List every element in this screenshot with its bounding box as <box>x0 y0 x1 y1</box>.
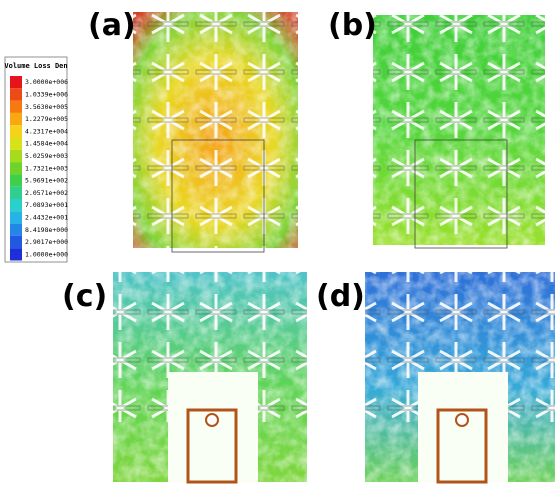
legend-swatch <box>10 211 22 223</box>
legend-swatch <box>10 174 22 186</box>
legend-swatch <box>10 125 22 137</box>
legend-label: 5.0259e+003 <box>25 152 68 160</box>
legend-swatch <box>10 88 22 100</box>
legend-swatch <box>10 162 22 174</box>
feed-hole <box>206 414 218 426</box>
legend-label: 8.4198e+000 <box>25 226 68 234</box>
panel-c: (c) <box>62 272 307 482</box>
structure <box>373 15 545 245</box>
cavity <box>418 372 508 482</box>
panel-label: (a) <box>88 8 136 43</box>
legend-label: 2.9017e+000 <box>25 238 68 246</box>
legend-label: 1.2279e+005 <box>25 115 68 123</box>
panel-label: (c) <box>62 279 107 314</box>
panel-label: (d) <box>316 279 365 314</box>
legend-swatch <box>10 187 22 199</box>
legend-label: 1.0339e+006 <box>25 90 68 98</box>
structure <box>133 12 298 248</box>
legend-label: 3.0000e+006 <box>25 78 68 86</box>
legend-swatch <box>10 101 22 113</box>
legend-title: Volume Loss Den <box>4 62 67 70</box>
legend-swatch <box>10 248 22 260</box>
panel-label: (b) <box>328 8 377 43</box>
panel-a: (a) <box>88 8 298 252</box>
legend-label: 7.0893e+001 <box>25 201 68 209</box>
legend-label: 2.0571e+002 <box>25 189 68 197</box>
legend-swatch <box>10 150 22 162</box>
legend-label: 2.4432e+001 <box>25 213 68 221</box>
legend-swatch <box>10 199 22 211</box>
legend-swatch <box>10 236 22 248</box>
legend-label: 1.7321e+003 <box>25 164 68 172</box>
legend: Volume Loss Den 3.0000e+006 1.0339e+006 3.… <box>4 57 68 262</box>
legend-swatch <box>10 224 22 236</box>
legend-label: 1.0000e+000 <box>25 250 68 258</box>
feed-hole <box>456 414 468 426</box>
cavity <box>168 372 258 482</box>
panel-b: (b) <box>328 8 545 248</box>
panel-d: (d) <box>316 272 555 482</box>
legend-label: 1.4584e+004 <box>25 140 68 148</box>
legend-label: 3.5630e+005 <box>25 103 68 111</box>
legend-swatch <box>10 138 22 150</box>
legend-swatch <box>10 113 22 125</box>
legend-label: 5.9691e+002 <box>25 177 68 185</box>
figure: Volume Loss Den 3.0000e+006 1.0339e+006 3.… <box>0 0 558 487</box>
legend-label: 4.2317e+004 <box>25 127 68 135</box>
legend-swatch <box>10 76 22 88</box>
